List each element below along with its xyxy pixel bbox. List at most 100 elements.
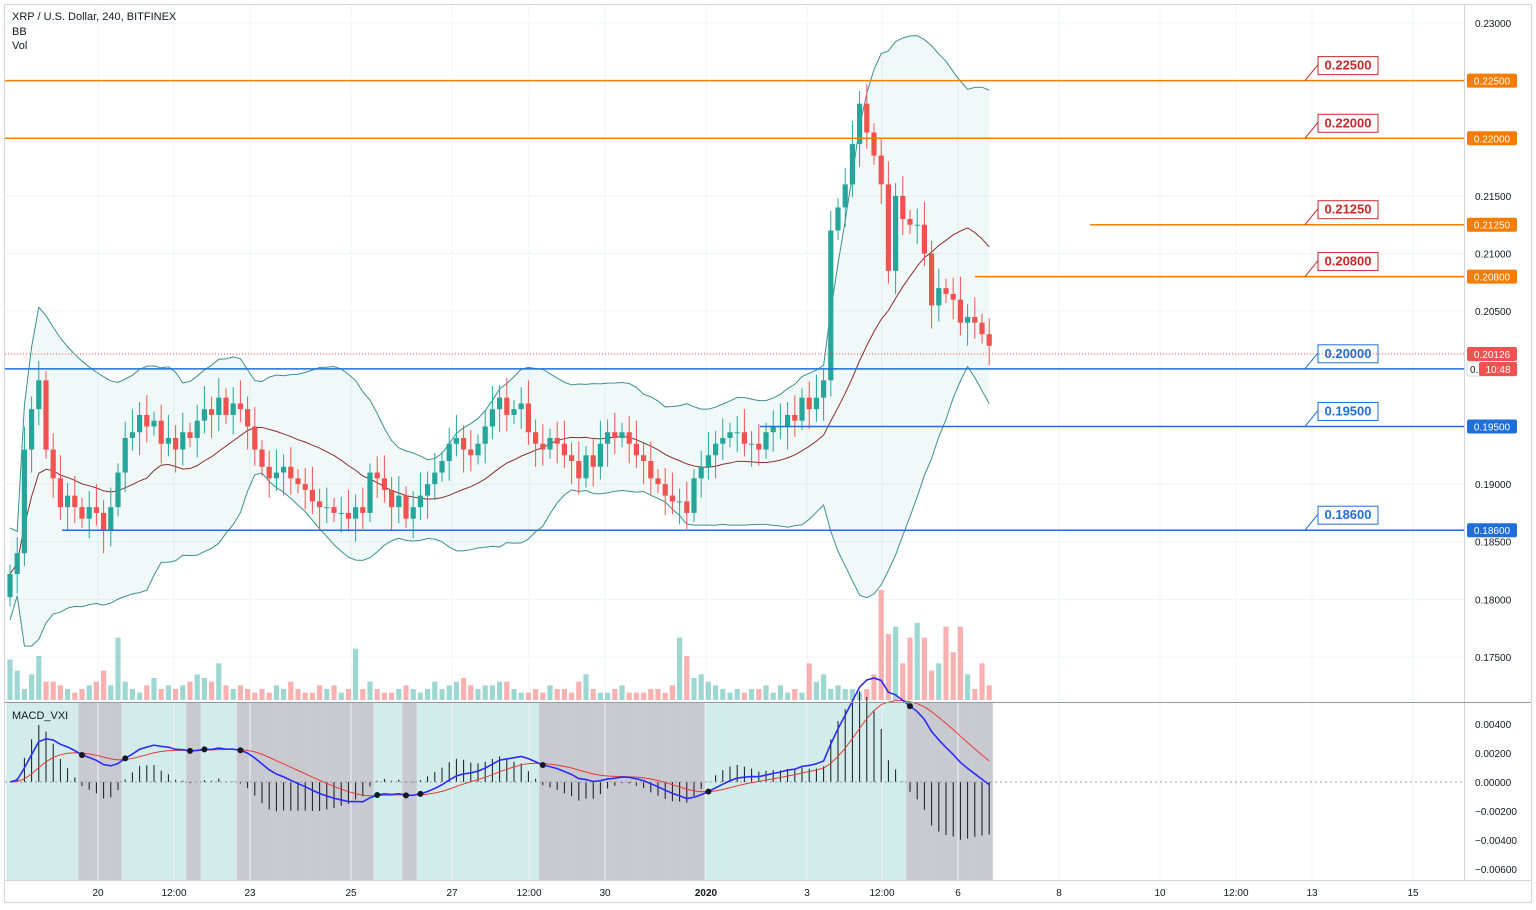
- macd-state-cell: [388, 703, 396, 880]
- volume-bar: [641, 692, 647, 700]
- macd-state-cell: [632, 703, 640, 880]
- time-tick-label: 12:00: [161, 888, 186, 899]
- macd-legend[interactable]: MACD_VXI: [12, 710, 68, 722]
- time-tick-label: 12:00: [1223, 888, 1248, 899]
- time-tick-label: 30: [599, 888, 611, 899]
- time-tick-label: 20: [92, 888, 104, 899]
- candle-body: [468, 449, 474, 456]
- level-callout-pointer: [1304, 121, 1319, 139]
- candle-body: [605, 432, 611, 444]
- volume-bar: [353, 648, 359, 700]
- candle-body: [720, 437, 726, 444]
- price-levels[interactable]: 0.22500 0.22500 0.22000 0.22000 0.21250 0.212…: [5, 56, 1517, 538]
- macd-state-cell: [733, 703, 741, 880]
- candle-body: [389, 489, 395, 508]
- candle-body: [943, 288, 949, 294]
- time-tick-label: 8: [1056, 888, 1062, 899]
- level-axis-badge: [1467, 217, 1517, 232]
- volume-bar: [173, 689, 179, 700]
- candle-body: [446, 443, 452, 462]
- level-callout-pointer: [1304, 260, 1319, 277]
- candle-body: [965, 316, 971, 323]
- bb-basis: [9, 227, 990, 575]
- volume-bar: [281, 689, 287, 700]
- candle-body: [864, 103, 870, 133]
- macd-axis[interactable]: 0.00400 0.00200 0.00000 −0.00200 −0.00400 −0.…: [1475, 720, 1517, 876]
- candle-body: [21, 449, 27, 554]
- time-tick-label: 23: [244, 888, 256, 899]
- volume-bar: [360, 689, 366, 700]
- price-axis[interactable]: 0.23000 0.21500 0.21000 0.20500 0.19000 0.185…: [1475, 19, 1512, 664]
- macd-cross-dot: [403, 792, 409, 799]
- volume-bar: [936, 663, 942, 700]
- volume-bar: [777, 685, 783, 700]
- volume-bar: [813, 681, 819, 700]
- macd-state-cell: [798, 703, 806, 880]
- candle-body: [65, 495, 71, 508]
- macd-state-cell: [244, 703, 252, 880]
- candle-body: [648, 461, 654, 479]
- volume-bar: [14, 670, 20, 700]
- volume-bar: [273, 685, 279, 700]
- candle-body: [561, 443, 567, 456]
- candle-body: [691, 478, 697, 513]
- candle-body: [713, 443, 719, 456]
- candle-body: [367, 472, 373, 513]
- candle-body: [50, 449, 56, 479]
- symbol-title: XRP / U.S. Dollar, 240, BITFINEX: [12, 11, 177, 23]
- volume-bar: [410, 689, 416, 700]
- candle-body: [756, 443, 762, 450]
- candle-body: [540, 443, 546, 450]
- candle-body: [655, 478, 661, 485]
- candle-body: [338, 512, 344, 514]
- volume-bar: [453, 681, 459, 700]
- candle-body: [302, 484, 308, 490]
- volume-bar: [43, 681, 49, 700]
- candle-body: [7, 574, 13, 598]
- level-callout-box: [1317, 200, 1379, 220]
- volume-bar: [468, 685, 474, 700]
- macd-state-cell: [510, 703, 518, 880]
- macd-state-cell: [6, 703, 14, 880]
- macd-state-cell: [546, 703, 554, 880]
- volume-bar: [302, 692, 308, 700]
- volume-bar: [835, 685, 841, 700]
- volume-bar: [122, 681, 128, 700]
- volume-bar: [324, 689, 330, 700]
- candle-body: [554, 437, 560, 444]
- level-callout-label: 0.21250: [1325, 202, 1372, 217]
- macd-state-cell: [49, 703, 57, 880]
- volume-bar: [497, 681, 503, 700]
- candle-body: [295, 478, 301, 485]
- bb-lower: [9, 365, 990, 647]
- volume-bar: [245, 689, 251, 700]
- candle-body: [72, 495, 78, 508]
- volume-bar: [331, 685, 337, 700]
- volume-bar: [72, 692, 78, 700]
- volume-bar: [50, 681, 56, 700]
- level-callout-pointer: [1304, 410, 1319, 427]
- level-callout-label: 0.19500: [1325, 403, 1372, 418]
- volume-bar: [605, 692, 611, 700]
- volume-bar: [101, 670, 107, 700]
- macd-state-cell: [748, 703, 756, 880]
- macd-state-cell: [784, 703, 792, 880]
- volume-bar: [785, 692, 791, 700]
- macd-state-cell: [539, 703, 547, 880]
- macd-state-cell: [884, 703, 892, 880]
- candle-body: [288, 466, 294, 479]
- macd-state-cell: [488, 703, 496, 880]
- candle-body: [273, 472, 279, 479]
- bb-legend[interactable]: BB: [12, 26, 27, 38]
- level-axis-label: 0.19500: [1474, 422, 1511, 433]
- volume-bar: [151, 678, 157, 700]
- macd-state-cell: [834, 703, 842, 880]
- volume-bar: [525, 692, 531, 700]
- time-axis[interactable]: 20 12:00 23 25 27 12:00 30 2020 3 12:00 6 8 10 12:00 1…: [92, 888, 1419, 899]
- volume-bar: [576, 681, 582, 700]
- candle-body: [921, 224, 927, 254]
- vol-legend[interactable]: Vol: [12, 40, 27, 52]
- candle-body: [129, 432, 135, 438]
- macd-state-cell: [812, 703, 820, 880]
